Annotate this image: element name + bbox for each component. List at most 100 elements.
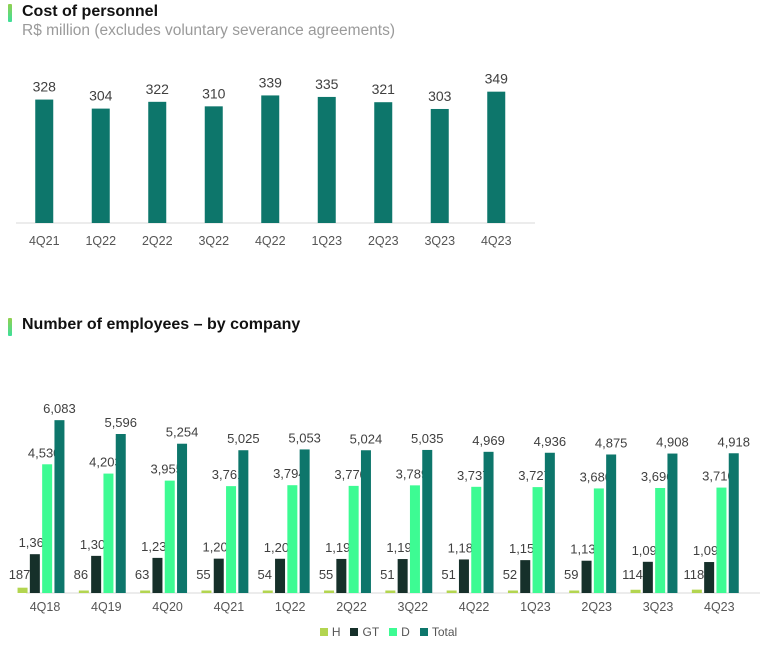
data-label-total: 4,936: [534, 434, 567, 449]
data-label-total: 5,596: [104, 415, 137, 430]
legend-label-h: H: [331, 625, 341, 639]
bar-gt: [275, 558, 286, 593]
bar-h: [630, 589, 641, 593]
title-accent-bar: [8, 318, 12, 336]
bar: [35, 99, 54, 223]
bar-gt: [458, 559, 469, 593]
data-label: 304: [89, 88, 113, 104]
chart1-subtitle: R$ million (excludes voluntary severance…: [22, 22, 396, 39]
data-label-total: 5,025: [227, 431, 260, 446]
data-label-total: 5,024: [350, 431, 383, 446]
legend-item-d: D: [389, 625, 410, 639]
data-label: 339: [259, 74, 283, 90]
bar-h: [507, 590, 518, 593]
chart2-legend: H GT D Total: [0, 625, 777, 639]
bar-gt: [91, 555, 102, 593]
bar-d: [716, 487, 727, 593]
bar-total: [54, 420, 65, 593]
data-label-d: 3,737: [457, 468, 490, 483]
legend-swatch-d: [389, 628, 398, 636]
bar-total: [115, 434, 126, 593]
bar-d: [655, 487, 666, 593]
bar-h: [385, 590, 396, 593]
data-label-total: 4,875: [595, 435, 628, 450]
data-label-h: 51: [441, 567, 455, 582]
data-label: 328: [33, 79, 57, 95]
legend-item-h: H: [319, 625, 341, 639]
data-label: 310: [202, 85, 226, 101]
x-tick-label: 3Q23: [424, 234, 455, 248]
bar: [148, 101, 167, 223]
x-tick-label: 1Q23: [520, 600, 551, 614]
x-tick-label: 4Q22: [255, 234, 286, 248]
data-label-h: 86: [74, 567, 88, 582]
cost-of-personnel-chart: 328 4Q21 304 1Q22 322 2Q22 310 3Q22 339 4Q22 335 1Q…: [16, 71, 535, 248]
bar-gt: [642, 561, 653, 593]
legend-item-gt: GT: [350, 625, 379, 639]
bar-total: [483, 451, 494, 593]
data-label-h: 63: [135, 567, 149, 582]
legend-label-d: D: [401, 625, 410, 639]
bar-d: [287, 485, 298, 593]
bar-total: [728, 453, 739, 593]
bar-h: [324, 590, 335, 593]
bar: [317, 96, 336, 223]
bar-h: [201, 590, 212, 593]
title-accent-bar: [8, 4, 12, 22]
x-tick-label: 4Q22: [459, 600, 490, 614]
x-tick-label: 4Q18: [30, 600, 61, 614]
bar: [430, 108, 449, 223]
bar-total: [177, 443, 188, 593]
bar-total: [360, 450, 371, 593]
x-tick-label: 2Q22: [142, 234, 173, 248]
data-label-h: 52: [503, 567, 517, 582]
chart2-title: Number of employees – by company: [22, 316, 301, 333]
x-tick-label: 1Q22: [85, 234, 116, 248]
data-label-d: 3,770: [334, 467, 367, 482]
x-tick-label: 4Q19: [91, 600, 122, 614]
bar-h: [78, 590, 89, 593]
data-label-h: 59: [564, 567, 578, 582]
bar-gt: [397, 559, 408, 593]
x-tick-label: 2Q23: [581, 600, 612, 614]
data-label-d: 4,203: [89, 455, 122, 470]
data-label-d: 4,530: [28, 445, 61, 460]
data-label-h: 51: [380, 567, 394, 582]
legend-swatch-total: [419, 628, 428, 636]
data-label-d: 3,761: [212, 467, 245, 482]
data-label-total: 5,254: [166, 425, 199, 440]
x-tick-label: 1Q22: [275, 600, 306, 614]
bar-h: [140, 590, 151, 593]
bar-d: [164, 480, 175, 593]
bar-total: [422, 449, 433, 593]
x-tick-label: 1Q23: [311, 234, 342, 248]
data-label-d: 3,710: [702, 469, 735, 484]
bar-gt: [520, 560, 531, 593]
bar-gt: [152, 557, 163, 593]
data-label-d: 3,789: [396, 466, 429, 481]
chart1-title: Cost of personnel: [22, 3, 159, 20]
bar-d: [103, 473, 114, 593]
bar-h: [262, 590, 273, 593]
data-label-h: 187: [9, 567, 31, 582]
x-tick-label: 4Q23: [481, 234, 512, 248]
bar-total: [606, 454, 617, 593]
bar-gt: [581, 560, 592, 593]
bar-d: [471, 486, 482, 593]
bar: [204, 106, 223, 223]
data-label-d: 3,955: [150, 462, 183, 477]
legend-swatch-gt: [350, 628, 359, 636]
data-label: 321: [372, 81, 396, 97]
bar: [374, 102, 393, 223]
bar-d: [593, 488, 604, 593]
x-tick-label: 3Q23: [643, 600, 674, 614]
legend-item-total: Total: [419, 625, 457, 639]
data-label-d: 3,727: [518, 468, 551, 483]
data-label-h: 114: [622, 567, 643, 582]
bar: [487, 91, 506, 223]
bar: [261, 95, 280, 223]
legend-label-gt: GT: [362, 625, 380, 639]
data-label-h: 118: [683, 567, 704, 582]
data-label-total: 4,908: [656, 435, 689, 450]
data-label: 335: [315, 76, 339, 92]
